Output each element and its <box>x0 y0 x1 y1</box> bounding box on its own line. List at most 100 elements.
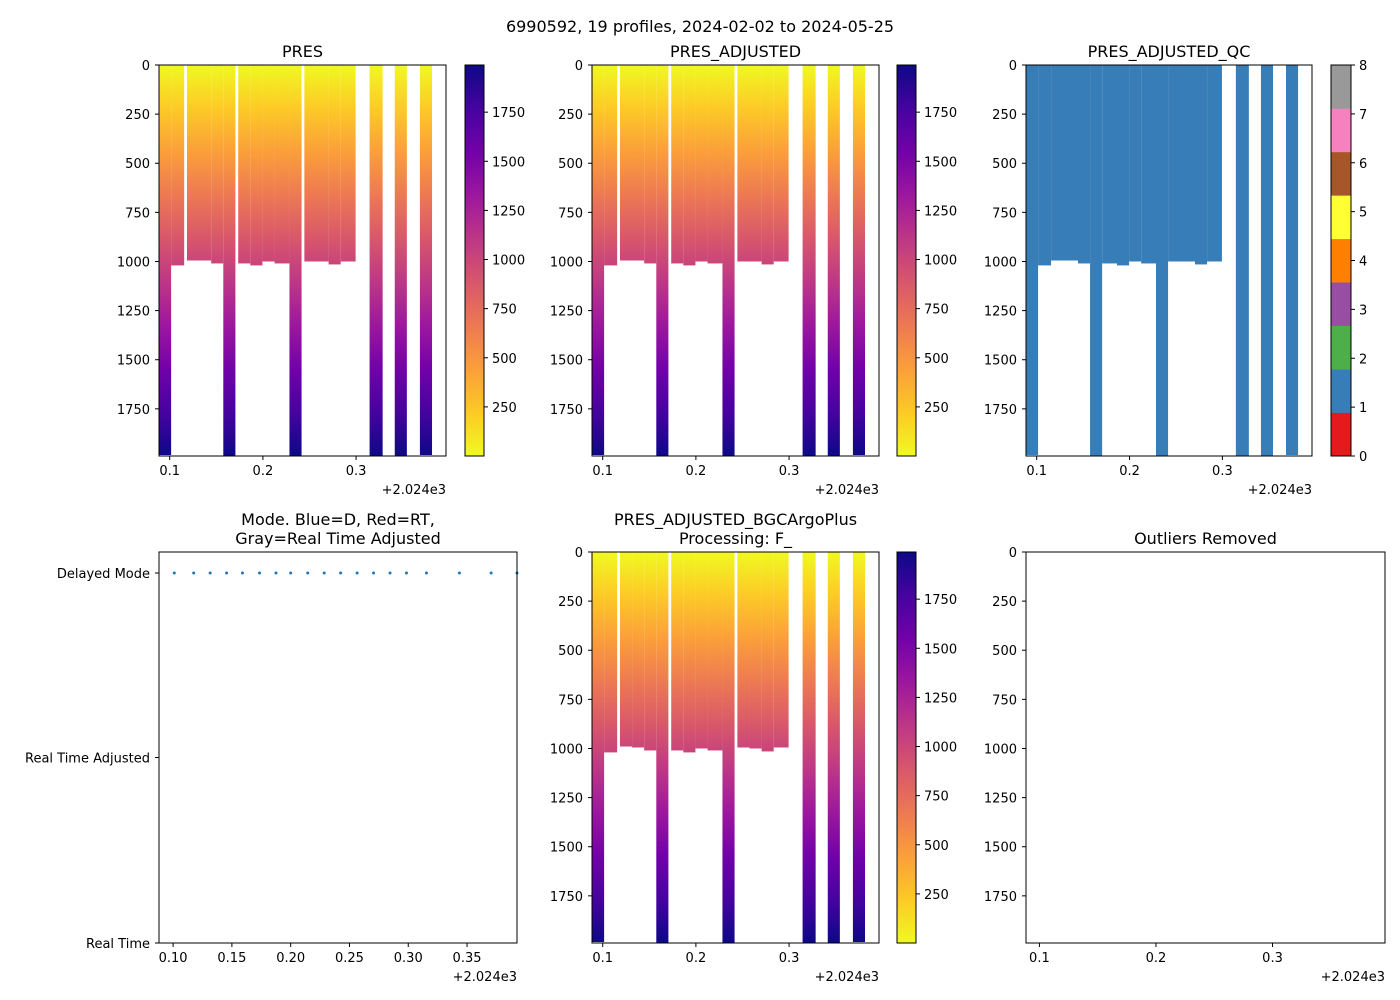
profile-column <box>671 65 684 264</box>
y-tick-label: 0 <box>1009 546 1017 561</box>
y-tick-label: 1250 <box>550 305 583 320</box>
y-category-label: Real Time <box>86 937 150 952</box>
profile-column <box>304 65 329 262</box>
profile-column <box>644 552 657 751</box>
x-tick-label: 0.30 <box>394 951 423 966</box>
y-tick-label: 1250 <box>984 305 1017 320</box>
y-tick-label: 1000 <box>550 742 583 757</box>
y-tick-label: 0 <box>1009 59 1017 74</box>
mode-point <box>258 571 262 575</box>
profile-column <box>186 65 212 261</box>
colorbar-tick-label: 2 <box>1359 352 1367 367</box>
profile-column <box>695 65 708 262</box>
x-tick-label: 0.15 <box>217 951 246 966</box>
colorbar-tick-label: 250 <box>924 888 949 903</box>
profile-column <box>604 552 618 753</box>
mode-point <box>274 571 278 575</box>
profile-column <box>619 552 633 747</box>
colorbar-gradient <box>465 65 484 456</box>
figure-suptitle: 6990592, 19 profiles, 2024-02-02 to 2024… <box>506 17 894 36</box>
y-tick-label: 1250 <box>984 792 1017 807</box>
mode-point <box>306 571 310 575</box>
profile-column <box>1260 65 1273 456</box>
profile-column <box>656 552 669 943</box>
profile-column <box>1102 65 1117 264</box>
colorbar-tick-label: 1500 <box>924 642 957 657</box>
profile-column <box>722 65 735 456</box>
profile-column <box>419 65 433 456</box>
panel-title-line: Gray=Real Time Adjusted <box>235 529 441 548</box>
y-category-label: Real Time Adjusted <box>25 752 150 767</box>
y-tick-label: 500 <box>992 157 1017 172</box>
profile-column <box>773 65 789 262</box>
colorbar-tick-label: 7 <box>1359 108 1367 123</box>
y-tick-label: 500 <box>558 157 583 172</box>
mode-point <box>404 571 408 575</box>
colorbar-gradient <box>897 65 916 456</box>
colorbar-tick-label: 750 <box>924 790 949 805</box>
axes-frame <box>158 551 518 944</box>
x-offset-label: +2.024e3 <box>1248 483 1312 498</box>
profile-column <box>369 65 383 456</box>
y-tick-label: 1250 <box>117 305 150 320</box>
x-offset-label: +2.024e3 <box>382 483 446 498</box>
profile-column <box>171 65 185 266</box>
y-tick-label: 1000 <box>984 742 1017 757</box>
x-tick-label: 0.3 <box>1212 464 1233 479</box>
colorbar-tick-label: 3 <box>1359 303 1367 318</box>
y-tick-label: 1500 <box>984 354 1017 369</box>
mode-point <box>289 571 293 575</box>
panel-title-line: PRES_ADJUSTED_BGCArgoPlus <box>614 510 857 530</box>
colorbar-tick-label: 500 <box>924 839 949 854</box>
axes-frame <box>591 551 880 944</box>
mode-point <box>208 571 212 575</box>
colorbar-gradient <box>897 552 916 943</box>
y-tick-label: 750 <box>992 693 1017 708</box>
colorbar-tick-label: 750 <box>492 303 517 318</box>
profile-column <box>250 65 263 266</box>
colorbar-segment <box>1331 195 1351 240</box>
x-offset-label: +2.024e3 <box>815 970 879 985</box>
x-tick-label: 0.1 <box>592 464 613 479</box>
profile-column <box>1117 65 1130 266</box>
y-tick-label: 500 <box>558 644 583 659</box>
y-tick-label: 0 <box>575 546 583 561</box>
colorbar-segment <box>1331 65 1351 109</box>
y-tick-label: 1750 <box>984 890 1017 905</box>
colorbar-tick-label: 250 <box>924 401 949 416</box>
profile-column <box>695 552 708 749</box>
colorbar: 0 1 2 3 4 5 6 7 8 <box>1330 59 1367 465</box>
profile-column <box>802 65 816 456</box>
y-tick-label: 1750 <box>550 403 583 418</box>
mode-point <box>355 571 359 575</box>
profile-column <box>852 65 866 456</box>
x-tick-label: 0.3 <box>779 464 800 479</box>
y-tick-label: 500 <box>992 644 1017 659</box>
profile-column <box>683 65 696 266</box>
colorbar-segment <box>1331 108 1351 153</box>
profile-column <box>223 65 236 456</box>
y-tick-label: 250 <box>992 595 1017 610</box>
profile-column <box>827 552 840 943</box>
x-offset-label: +2.024e3 <box>453 970 517 985</box>
y-tick-label: 1500 <box>550 354 583 369</box>
x-tick-label: 0.2 <box>686 464 707 479</box>
mode-point <box>457 571 461 575</box>
profile-column <box>1038 65 1052 266</box>
panel-outliers-removed: 0.1 0.2 0.3 +2.024e3 0 250 500 750 1000 1250 1500 1… <box>984 529 1386 985</box>
y-tick-label: 250 <box>992 108 1017 123</box>
mode-point <box>172 571 176 575</box>
profile-column <box>722 552 735 943</box>
colorbar-frame <box>464 64 485 457</box>
y-tick-label: 1750 <box>117 403 150 418</box>
mode-point <box>388 571 392 575</box>
profile-column <box>707 65 723 264</box>
profile-column <box>656 65 669 456</box>
y-tick-label: 750 <box>125 206 150 221</box>
profile-column <box>852 552 866 943</box>
profile-column <box>1207 65 1222 262</box>
profile-column <box>592 552 605 943</box>
profile-column <box>1168 65 1195 262</box>
y-tick-label: 1500 <box>984 841 1017 856</box>
mode-point <box>489 571 493 575</box>
